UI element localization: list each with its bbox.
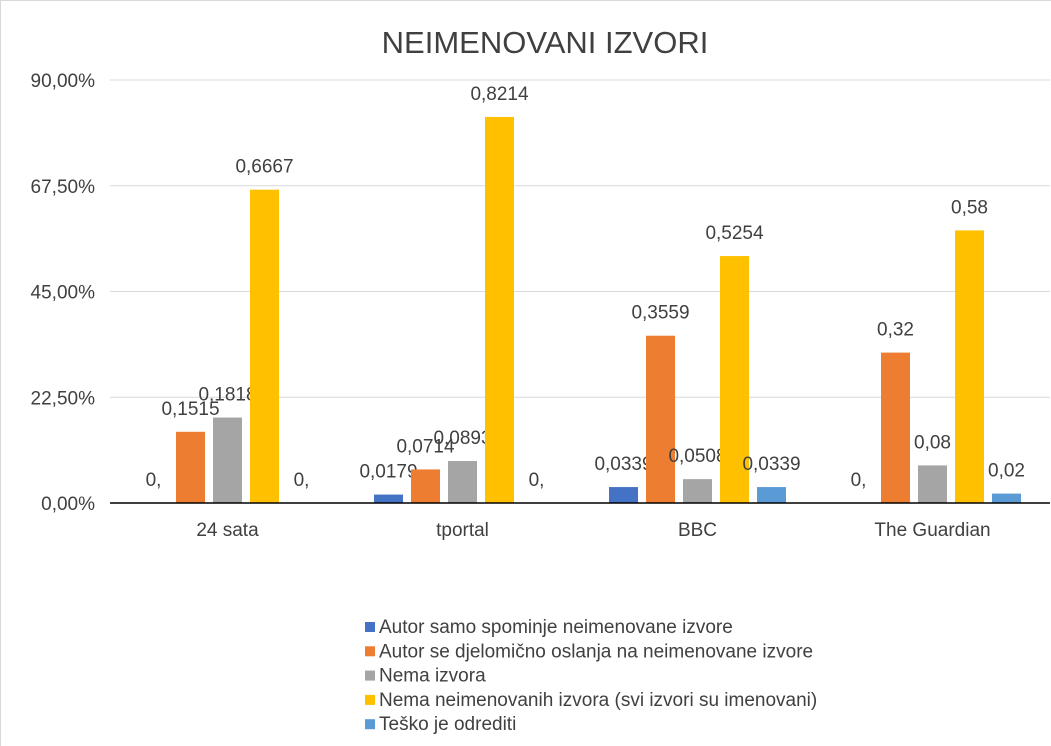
- data-label: 0,02: [988, 461, 1025, 482]
- legend-label: Teško je odrediti: [379, 714, 516, 735]
- bar: [609, 487, 638, 503]
- data-label: 0,32: [877, 320, 914, 341]
- bar: [213, 417, 242, 503]
- bar: [757, 487, 786, 503]
- data-label: 0,0714: [396, 436, 455, 457]
- data-label: 0,0339: [742, 454, 800, 475]
- bar: [448, 461, 477, 503]
- legend-label: Nema neimenovanih izvora (svi izvori su …: [379, 690, 817, 711]
- bar: [992, 493, 1021, 503]
- y-tick-label: 0,00%: [41, 494, 95, 515]
- y-tick-label: 90,00%: [31, 71, 96, 92]
- bar: [374, 494, 403, 503]
- data-label: 0,1515: [161, 399, 219, 420]
- legend-swatch: [365, 719, 375, 730]
- data-label: 0,3559: [631, 303, 689, 324]
- data-label: 0,8214: [470, 84, 529, 105]
- bar: [683, 479, 712, 503]
- bar: [250, 189, 279, 503]
- legend-label: Nema izvora: [379, 666, 486, 687]
- bar: [881, 352, 910, 503]
- data-label: 0,: [146, 470, 162, 491]
- chart-title: NEIMENOVANI IZVORI: [382, 25, 709, 60]
- bar: [646, 335, 675, 503]
- bar: [918, 465, 947, 503]
- data-label: 0,0339: [594, 454, 652, 475]
- x-tick-label: 24 sata: [196, 520, 259, 541]
- data-label: 0,08: [914, 432, 951, 453]
- y-tick-label: 67,50%: [31, 177, 96, 198]
- y-tick-label: 22,50%: [31, 388, 96, 409]
- bar: [485, 116, 514, 503]
- bar: [411, 469, 440, 503]
- x-tick-label: BBC: [678, 520, 717, 541]
- legend-swatch: [365, 622, 375, 632]
- data-label: 0,58: [951, 197, 988, 218]
- x-tick-label: The Guardian: [874, 520, 990, 541]
- legend-swatch: [365, 670, 375, 681]
- x-tick-label: tportal: [436, 520, 489, 541]
- data-label: 0,: [294, 470, 310, 491]
- data-label: 0,: [851, 470, 867, 491]
- data-label: 0,0893: [433, 428, 491, 449]
- data-label: 0,: [529, 470, 545, 491]
- legend-swatch: [365, 646, 375, 657]
- bar: [176, 431, 205, 503]
- data-label: 0,1818: [198, 385, 256, 406]
- data-label: 0,0508: [668, 446, 726, 467]
- legend-label: Autor se djelomično oslanja na neimenova…: [379, 641, 813, 662]
- data-label: 0,6667: [235, 157, 293, 178]
- bar: [955, 230, 984, 503]
- data-label: 0,0179: [359, 462, 417, 483]
- legend-swatch: [365, 694, 375, 705]
- data-label: 0,5254: [705, 223, 764, 244]
- legend-label: Autor samo spominje neimenovane izvore: [379, 617, 733, 638]
- y-tick-label: 45,00%: [31, 283, 96, 304]
- bar: [720, 256, 749, 503]
